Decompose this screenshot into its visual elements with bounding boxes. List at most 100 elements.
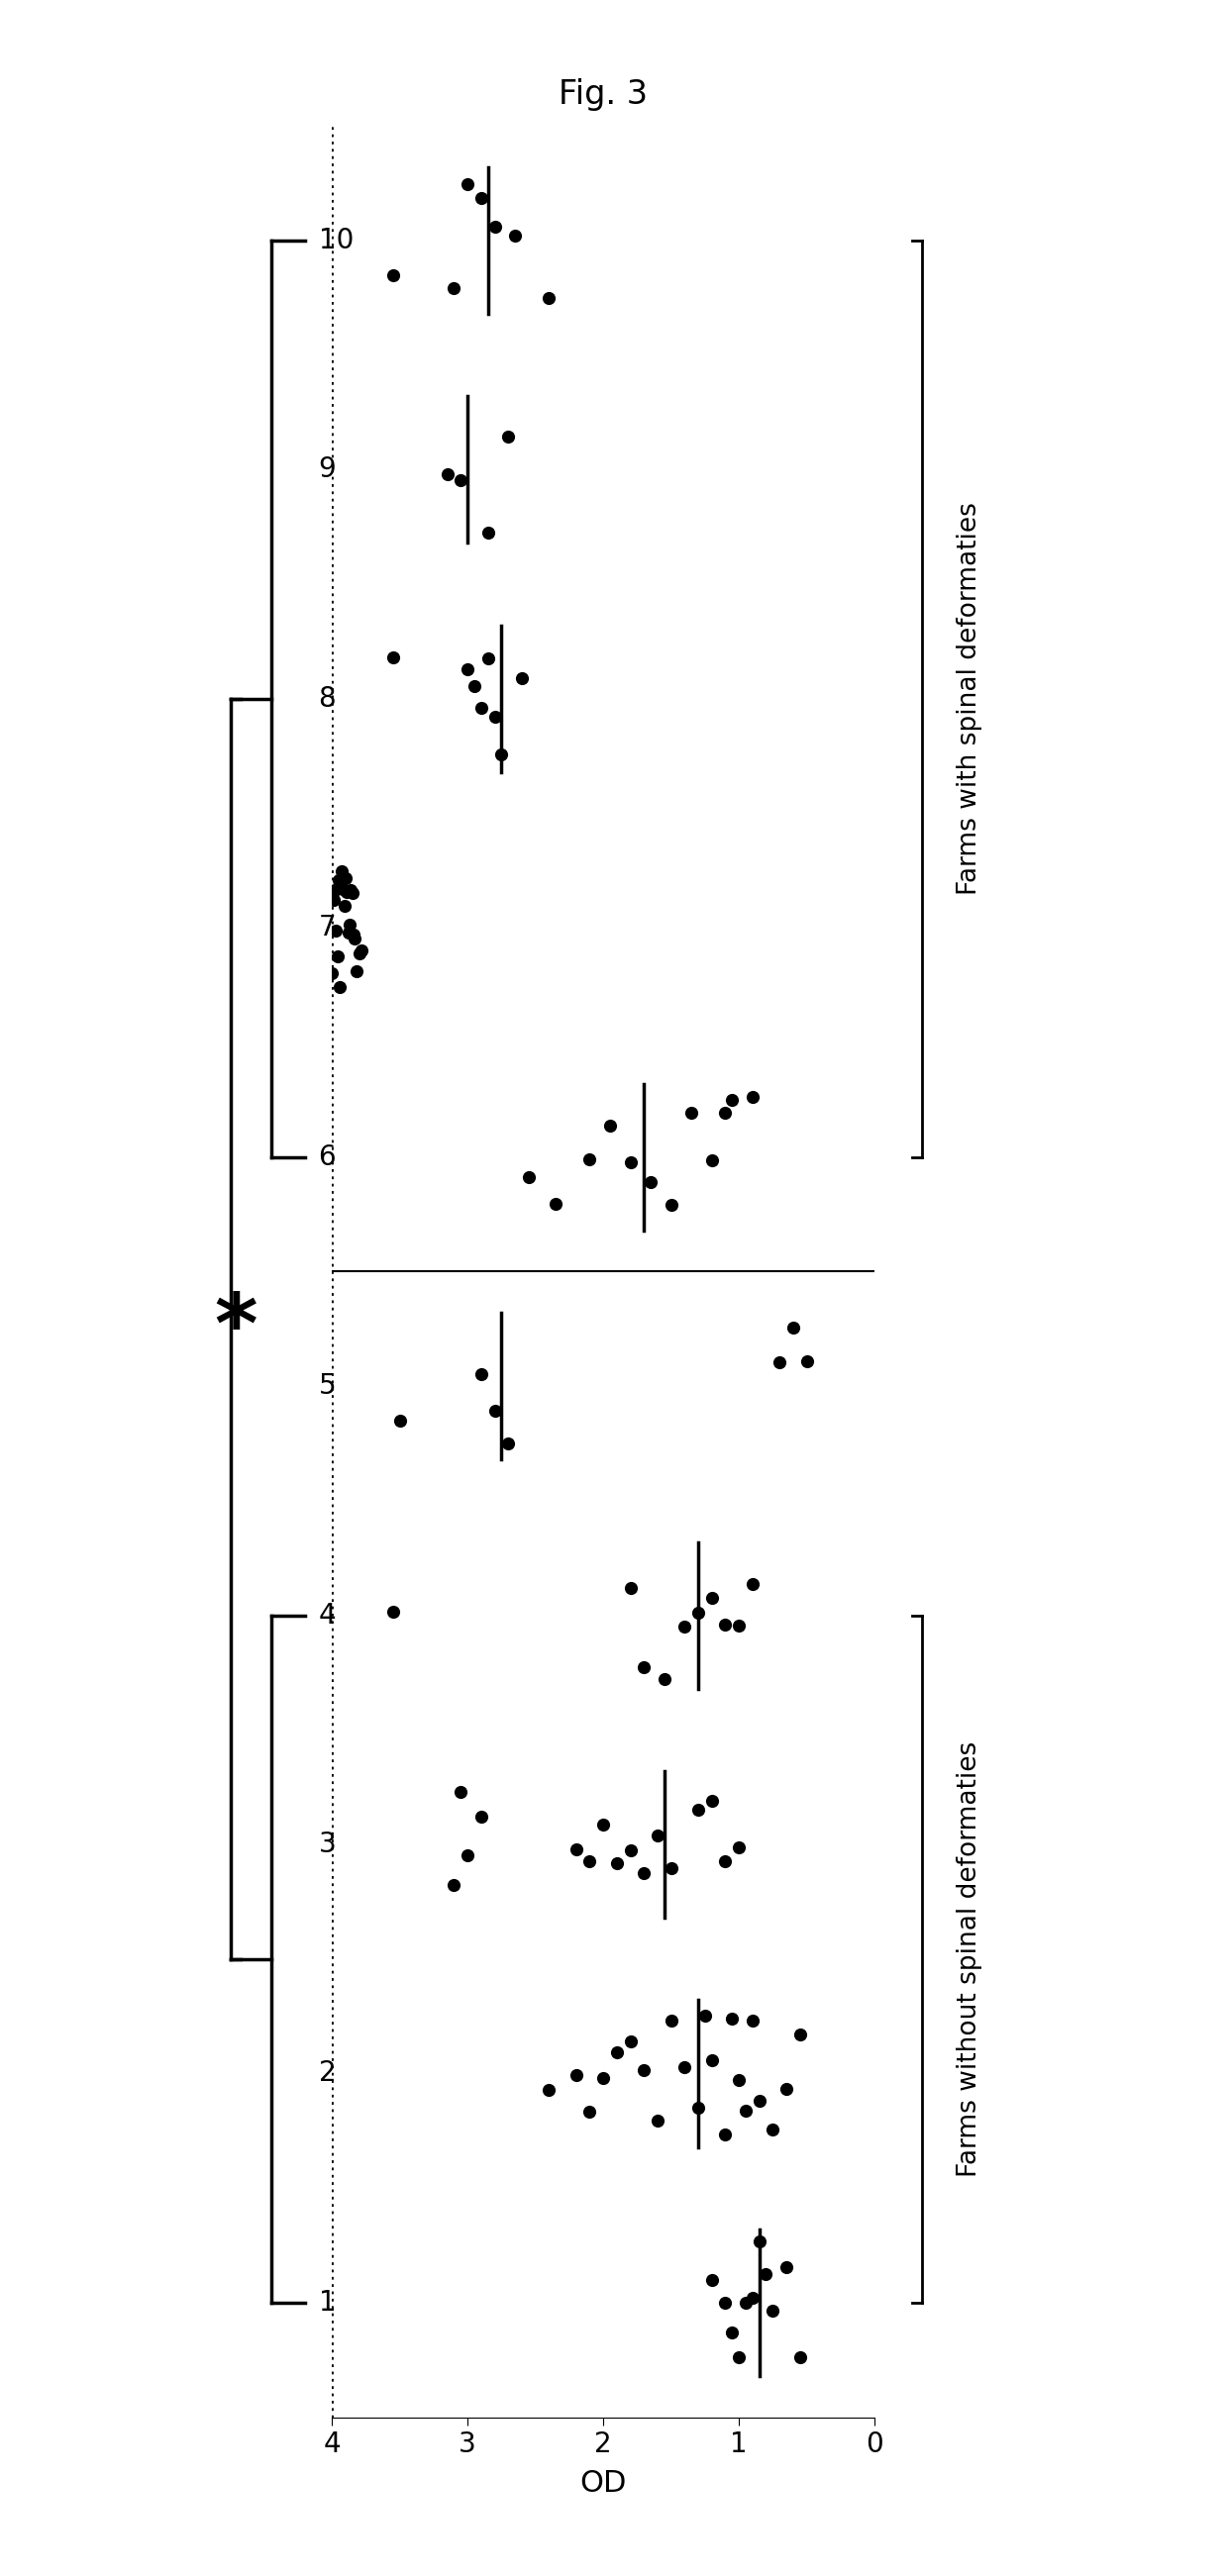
Point [722,1996,742,2038]
Point [445,1865,464,1906]
Text: 1: 1 [318,2290,336,2316]
Point [505,214,524,255]
Text: 10: 10 [318,227,354,255]
Point [485,1391,505,1432]
Point [743,2002,763,2043]
Text: 5: 5 [318,1373,336,1399]
Point [702,1577,722,1618]
Point [620,1141,640,1182]
Point [736,2089,755,2130]
Point [689,1790,709,1832]
Point [327,909,346,951]
Text: 2: 2 [318,2061,336,2087]
Point [729,2058,749,2099]
Point [702,2259,722,2300]
Point [335,858,355,899]
Point [702,1780,722,1821]
Point [763,2110,782,2151]
Point [729,1605,749,1646]
Point [634,2050,653,2092]
Point [620,1829,640,1870]
Point [743,2277,763,2318]
Point [323,878,343,920]
Point [593,1803,613,1844]
Point [580,1139,599,1180]
Text: Farms with spinal deformaties: Farms with spinal deformaties [957,502,982,896]
Point [512,657,532,698]
Point [445,268,464,309]
Point [689,1592,709,1633]
Point [458,1834,478,1875]
Point [539,278,559,319]
Point [620,2020,640,2061]
Point [749,2081,769,2123]
Point [620,1569,640,1610]
Point [770,1342,790,1383]
Point [641,1162,661,1203]
Point [580,2092,599,2133]
Text: *: * [214,1288,257,1368]
Point [472,1795,491,1837]
Point [716,1092,736,1133]
Text: 8: 8 [318,685,336,714]
Point [340,904,360,945]
X-axis label: OD: OD [580,2468,626,2499]
Point [797,1340,817,1381]
Point [491,734,511,775]
Point [458,162,478,204]
Point [743,1564,763,1605]
Point [346,951,366,992]
Point [600,1105,620,1146]
Point [783,1306,803,1347]
Point [332,850,351,891]
Point [478,513,497,554]
Point [790,2014,809,2056]
Point [756,2254,776,2295]
Point [383,1592,403,1633]
Point [634,1646,653,1687]
Point [437,453,457,495]
Point [383,636,403,677]
Point [339,912,359,953]
Text: 6: 6 [318,1144,336,1172]
Point [518,1157,538,1198]
Point [729,1826,749,1868]
Point [763,2290,782,2331]
Point [391,1399,410,1440]
Point [322,953,341,994]
Point [655,1659,674,1700]
Point [345,917,365,958]
Point [458,649,478,690]
Point [349,933,368,974]
Point [790,2336,809,2378]
Point [485,206,505,247]
Point [499,415,518,456]
Point [702,2040,722,2081]
Point [716,2115,736,2156]
Point [661,1185,680,1226]
Point [689,2087,709,2128]
Point [341,868,361,909]
Point [716,1605,736,1646]
Point [634,1852,653,1893]
Point [776,2246,796,2287]
Point [451,459,470,500]
Point [485,696,505,737]
Point [472,688,491,729]
Point [749,2221,769,2262]
Point [682,1092,701,1133]
Text: 3: 3 [318,1832,336,1857]
Point [722,1079,742,1121]
Point [607,2032,626,2074]
Text: 4: 4 [318,1602,336,1628]
Point [695,1996,715,2038]
Point [593,2058,613,2099]
Point [451,1772,470,1814]
Title: Fig. 3: Fig. 3 [559,77,648,111]
Point [334,886,354,927]
Point [539,2069,559,2110]
Point [325,868,345,909]
Point [776,2069,796,2110]
Point [383,255,403,296]
Point [566,1829,586,1870]
